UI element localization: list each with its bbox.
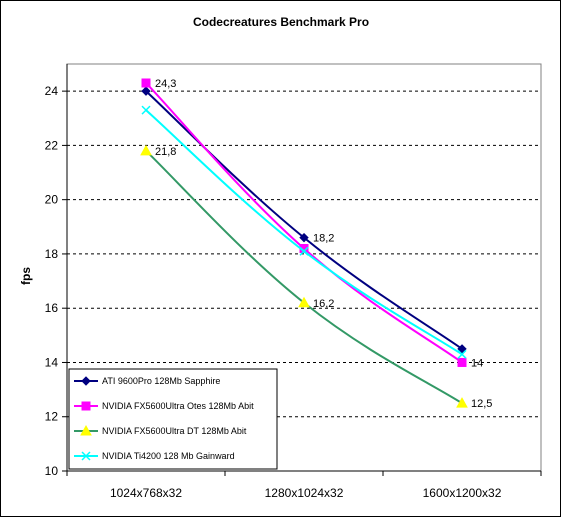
legend-swatch-marker bbox=[81, 401, 91, 411]
legend-label: ATI 9600Pro 128Mb Sapphire bbox=[102, 376, 220, 386]
y-tick-label: 24 bbox=[45, 84, 59, 98]
axes: 10 12 14 16 18 20 22 24 1024x768x32 1280x1024x32 1… bbox=[45, 64, 542, 500]
data-label: 12,5 bbox=[471, 398, 492, 410]
data-point bbox=[457, 357, 467, 367]
y-tick-label: 12 bbox=[45, 410, 59, 424]
data-point-stroke bbox=[299, 246, 309, 256]
data-point bbox=[456, 397, 468, 408]
x-tick-label: 1600x1200x32 bbox=[423, 486, 502, 500]
data-point bbox=[299, 232, 309, 243]
data-point bbox=[141, 78, 151, 88]
y-tick-label: 10 bbox=[45, 464, 59, 478]
data-point-stroke bbox=[141, 105, 151, 115]
x-tick-label: 1024x768x32 bbox=[110, 486, 182, 500]
data-label: 21,8 bbox=[155, 146, 176, 158]
y-tick-label: 14 bbox=[45, 355, 59, 369]
x-tick-label: 1280x1024x32 bbox=[265, 486, 344, 500]
data-point bbox=[141, 86, 151, 96]
y-tick-label: 18 bbox=[45, 247, 59, 261]
data-point bbox=[140, 144, 152, 156]
data-labels: 18,2 24,3 14 21,8 16,2 12,5 bbox=[155, 78, 492, 410]
legend-swatch-marker bbox=[80, 424, 92, 436]
legend-swatch-marker-stroke bbox=[81, 451, 91, 461]
legend-label: NVIDIA Ti4200 128 Mb Gainward bbox=[102, 451, 235, 461]
data-point bbox=[457, 349, 467, 359]
data-point bbox=[298, 296, 310, 308]
legend-box bbox=[68, 368, 278, 470]
y-tick-label: 22 bbox=[45, 138, 59, 152]
data-point bbox=[141, 105, 151, 115]
y-axis-label: fps bbox=[19, 267, 33, 285]
y-tick-label: 20 bbox=[45, 193, 59, 207]
chart-title: Codecreatures Benchmark Pro bbox=[193, 15, 369, 29]
legend-swatch-marker bbox=[81, 451, 91, 461]
data-point bbox=[457, 344, 467, 354]
series bbox=[140, 78, 468, 408]
data-label: 14 bbox=[471, 357, 483, 369]
data-label: 18,2 bbox=[313, 233, 334, 245]
legend-swatch-marker bbox=[81, 376, 91, 386]
data-label: 16,2 bbox=[313, 298, 334, 310]
data-point-stroke bbox=[457, 349, 467, 359]
data-point bbox=[299, 246, 309, 256]
data-label: 24,3 bbox=[155, 78, 176, 90]
legend-label: NVIDIA FX5600Ultra Otes 128Mb Abit bbox=[102, 401, 254, 411]
y-tick-label: 16 bbox=[45, 301, 59, 315]
legend: ATI 9600Pro 128Mb Sapphire NVIDIA FX5600U… bbox=[68, 368, 278, 470]
legend-label: NVIDIA FX5600Ultra DT 128Mb Abit bbox=[102, 426, 247, 436]
